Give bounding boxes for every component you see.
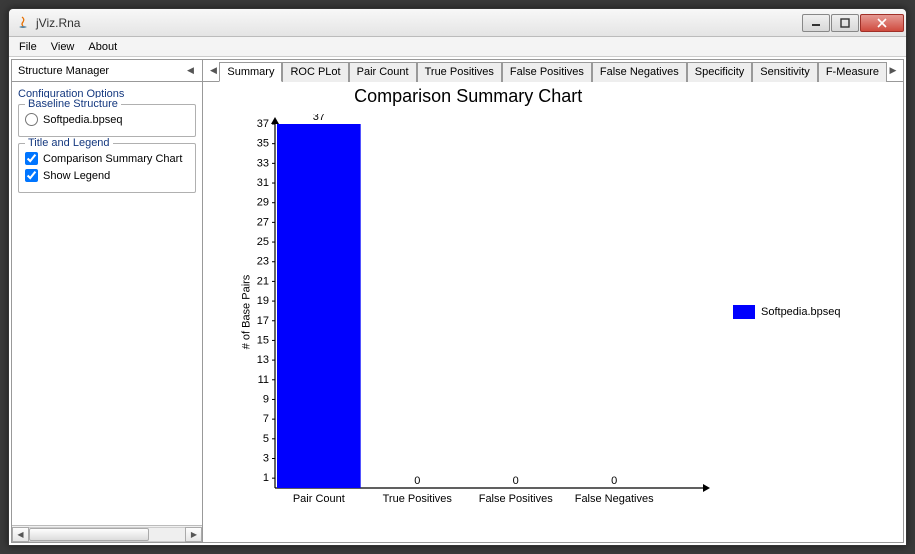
svg-text:19: 19 (257, 295, 269, 307)
scroll-left-icon[interactable]: ◀ (12, 527, 29, 542)
tab-false-negatives[interactable]: False Negatives (592, 62, 687, 82)
svg-text:11: 11 (258, 374, 269, 386)
window-title: jViz.Rna (36, 16, 802, 30)
baseline-radio-row[interactable]: Softpedia.bpseq (25, 111, 189, 128)
svg-text:False Positives: False Positives (479, 493, 553, 505)
svg-text:True Positives: True Positives (383, 493, 453, 505)
menu-view[interactable]: View (45, 39, 81, 55)
tab-f-measure[interactable]: F-Measure (818, 62, 887, 82)
svg-text:21: 21 (257, 275, 269, 287)
svg-text:0: 0 (415, 475, 421, 487)
app-window: jViz.Rna File View About Structure Manag… (8, 8, 907, 546)
svg-text:23: 23 (257, 256, 269, 268)
show-title-row[interactable]: Comparison Summary Chart (25, 150, 189, 167)
left-panel: Structure Manager ◀ Configuration Option… (12, 60, 203, 542)
right-panel: ◀ SummaryROC PLotPair CountTrue Positive… (203, 60, 903, 542)
svg-text:27: 27 (257, 216, 269, 228)
show-legend-label: Show Legend (43, 170, 110, 182)
tabstrip: ◀ SummaryROC PLotPair CountTrue Positive… (203, 60, 903, 82)
svg-text:35: 35 (257, 138, 269, 150)
tabs-nav-left-icon[interactable]: ◀ (207, 65, 219, 76)
java-icon (15, 15, 31, 31)
tab-summary[interactable]: Summary (219, 62, 282, 82)
scroll-right-icon[interactable]: ▶ (185, 527, 202, 542)
svg-text:33: 33 (257, 157, 269, 169)
structure-manager-header: Structure Manager ◀ (12, 60, 202, 82)
structure-manager-title: Structure Manager (18, 65, 109, 77)
minimize-button[interactable] (802, 14, 830, 32)
tab-specificity[interactable]: Specificity (687, 62, 753, 82)
baseline-option-label: Softpedia.bpseq (43, 114, 123, 126)
svg-text:17: 17 (257, 315, 269, 327)
svg-text:15: 15 (257, 334, 269, 346)
show-title-checkbox[interactable] (25, 152, 38, 165)
menu-about[interactable]: About (82, 39, 123, 55)
show-title-label: Comparison Summary Chart (43, 153, 182, 165)
svg-text:0: 0 (612, 475, 618, 487)
chart-title: Comparison Summary Chart (203, 82, 733, 109)
title-legend-legend: Title and Legend (25, 137, 113, 149)
maximize-button[interactable] (831, 14, 859, 32)
scroll-thumb[interactable] (29, 528, 149, 541)
tab-pair-count[interactable]: Pair Count (349, 62, 417, 82)
title-legend-group: Title and Legend Comparison Summary Char… (18, 143, 196, 193)
svg-text:0: 0 (513, 475, 519, 487)
scroll-track[interactable] (29, 527, 185, 542)
svg-text:7: 7 (263, 413, 269, 425)
baseline-legend: Baseline Structure (25, 98, 121, 110)
show-legend-row[interactable]: Show Legend (25, 167, 189, 184)
tab-roc-plot[interactable]: ROC PLot (282, 62, 348, 82)
svg-text:29: 29 (257, 197, 269, 209)
menubar: File View About (9, 37, 906, 57)
legend-label: Softpedia.bpseq (761, 306, 841, 318)
titlebar: jViz.Rna (9, 9, 906, 37)
svg-text:1: 1 (263, 472, 269, 484)
baseline-group: Baseline Structure Softpedia.bpseq (18, 104, 196, 137)
hscrollbar[interactable]: ◀ ▶ (12, 525, 202, 542)
tab-false-positives[interactable]: False Positives (502, 62, 592, 82)
plot-svg: 13579111315171921232527293133353737Pair … (251, 114, 723, 512)
svg-text:5: 5 (263, 433, 269, 445)
svg-text:False Negatives: False Negatives (575, 493, 654, 505)
svg-text:31: 31 (257, 177, 269, 189)
svg-text:Pair Count: Pair Count (293, 493, 345, 505)
baseline-radio[interactable] (25, 113, 38, 126)
chart-area: Comparison Summary Chart # of Base Pairs… (203, 82, 903, 542)
panel-nav-left-icon[interactable]: ◀ (184, 65, 196, 76)
tabs-nav-right-icon[interactable]: ▶ (887, 65, 899, 76)
svg-text:9: 9 (263, 393, 269, 405)
tab-true-positives[interactable]: True Positives (417, 62, 502, 82)
close-button[interactable] (860, 14, 904, 32)
show-legend-checkbox[interactable] (25, 169, 38, 182)
svg-text:37: 37 (313, 114, 325, 123)
chart: Comparison Summary Chart # of Base Pairs… (203, 82, 733, 542)
legend-swatch (733, 305, 755, 319)
config-panel: Configuration Options Baseline Structure… (12, 82, 202, 525)
tab-sensitivity[interactable]: Sensitivity (752, 62, 818, 82)
svg-text:25: 25 (257, 236, 269, 248)
legend: Softpedia.bpseq (733, 82, 903, 542)
svg-text:13: 13 (257, 354, 269, 366)
svg-text:3: 3 (263, 452, 269, 464)
svg-text:37: 37 (257, 118, 269, 130)
menu-file[interactable]: File (13, 39, 43, 55)
